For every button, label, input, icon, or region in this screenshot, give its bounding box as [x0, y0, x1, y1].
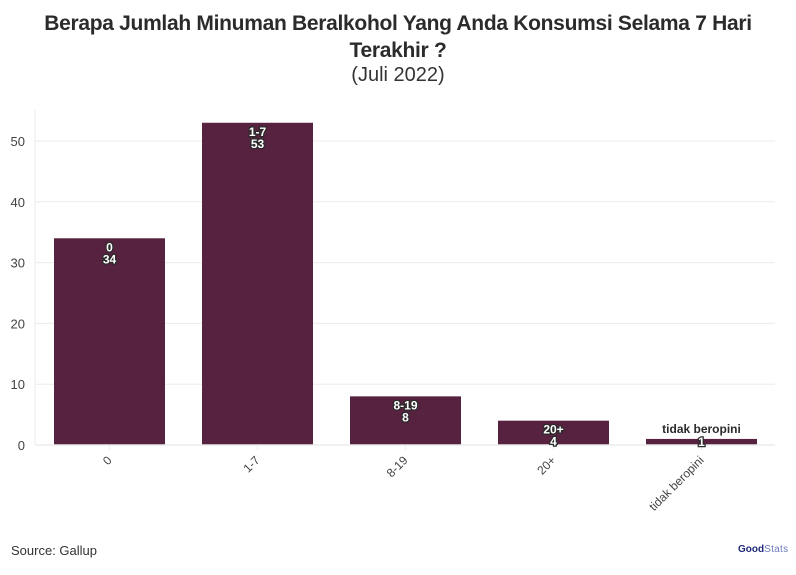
chart-title-line-2: Terakhir ?	[349, 39, 447, 62]
y-tick-label: 10	[11, 377, 25, 392]
data-label-category: 8-19	[393, 398, 417, 412]
bar-20+[interactable]	[498, 420, 609, 445]
y-axis: 0 10 20 30 40 50	[11, 134, 25, 453]
data-label-value: 53	[251, 137, 265, 151]
data-label-value: 1	[698, 435, 705, 449]
x-tick-label: 8-19	[384, 453, 411, 480]
logo-bold-text: Good	[738, 544, 765, 555]
y-tick-label: 30	[11, 256, 25, 271]
y-tick-label: 50	[11, 134, 25, 149]
data-label-category: 20+	[543, 423, 563, 437]
goodstats-logo: GoodStats	[738, 544, 788, 555]
bar-tidak-beropini[interactable]	[646, 438, 757, 445]
y-tick-label: 40	[11, 195, 25, 210]
y-tick-label: 0	[18, 438, 25, 453]
data-label-value: 34	[103, 252, 117, 266]
data-label-value: 4	[550, 435, 557, 449]
data-label-category: 0	[106, 240, 113, 254]
bar-1-7[interactable]	[202, 122, 313, 445]
source-note: Source: Gallup	[11, 543, 97, 558]
chart-subtitle: (Juli 2022)	[351, 64, 445, 86]
bars	[54, 122, 757, 445]
data-label-value: 8	[402, 410, 409, 424]
x-tick-label: 0	[100, 453, 115, 468]
bar-0[interactable]	[54, 238, 165, 445]
bar-8-19[interactable]	[350, 396, 461, 445]
logo-light-text: Stats	[764, 544, 789, 555]
y-tick-label: 20	[11, 316, 25, 331]
x-axis: 0 1-7 8-19 20+ tidak beropini	[35, 444, 775, 514]
chart-title-line-1: Berapa Jumlah Minuman Beralkohol Yang An…	[44, 12, 752, 35]
data-label-category: 1-7	[249, 125, 267, 139]
data-label-category: tidak beropini	[662, 422, 741, 436]
x-tick-label: 20+	[534, 453, 558, 477]
x-tick-label: tidak beropini	[646, 453, 706, 513]
x-tick-label: 1-7	[240, 453, 262, 475]
chart-title: Berapa Jumlah Minuman Beralkohol Yang An…	[0, 10, 796, 64]
